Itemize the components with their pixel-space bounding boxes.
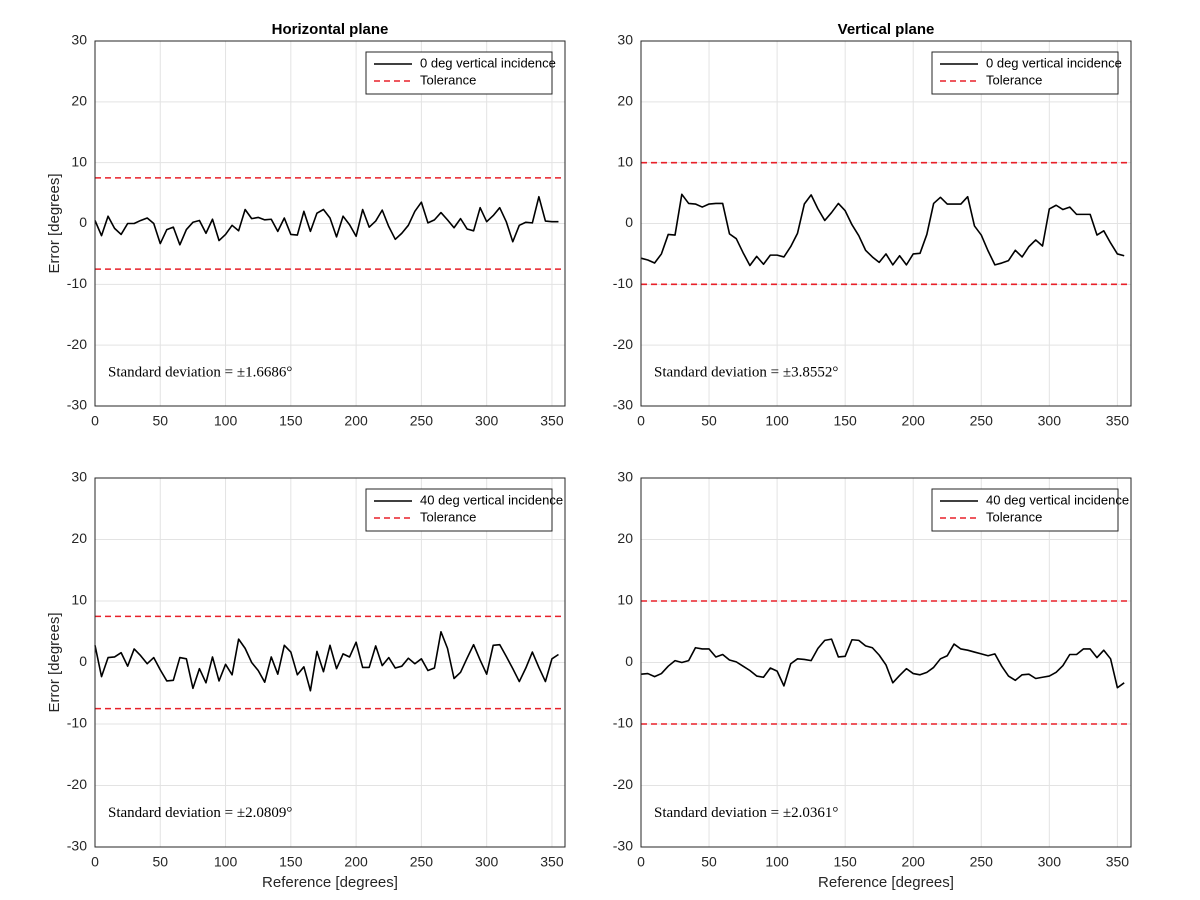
legend-box: [931, 488, 1119, 532]
y-tick-label: -20: [67, 776, 87, 792]
x-tick-label: 300: [1038, 413, 1062, 429]
annotation: Standard deviation = ±2.0809°: [108, 805, 292, 821]
y-tick-label: 10: [71, 592, 87, 608]
y-tick-label: 10: [617, 153, 633, 169]
y-tick-label: -10: [67, 275, 87, 291]
x-tick-label: 50: [701, 413, 717, 429]
data-line: [94, 630, 559, 692]
y-tick-label: -10: [613, 715, 633, 731]
x-tick-label: 0: [637, 854, 645, 870]
x-tick-label: 100: [765, 413, 789, 429]
legend-label: 0 deg vertical incidence: [986, 55, 1122, 70]
data-line: [94, 195, 559, 246]
y-tick-label: -20: [613, 776, 633, 792]
y-tick-label: 0: [79, 653, 87, 669]
x-tick-label: 200: [902, 413, 926, 429]
annotation: Standard deviation = ±1.6686°: [108, 365, 292, 381]
y-tick-label: -10: [67, 715, 87, 731]
chart-title: Horizontal plane: [272, 21, 389, 38]
y-tick-label: 0: [625, 653, 633, 669]
x-tick-label: 350: [540, 854, 564, 870]
x-tick-label: 150: [833, 413, 857, 429]
x-tick-label: 350: [1106, 413, 1130, 429]
annotation: Standard deviation = ±2.0361°: [654, 805, 838, 821]
y-tick-label: -30: [613, 397, 633, 413]
y-tick-label: 30: [71, 469, 87, 485]
x-tick-label: 0: [637, 413, 645, 429]
x-tick-label: 100: [765, 854, 789, 870]
x-tick-label: 50: [701, 854, 717, 870]
y-tick-label: -30: [613, 838, 633, 854]
y-tick-label: 0: [79, 214, 87, 230]
legend-label: Tolerance: [986, 72, 1042, 87]
legend: 0 deg vertical incidence Tolerance: [931, 51, 1122, 95]
x-tick-label: 250: [410, 854, 434, 870]
x-tick-label: 300: [475, 413, 499, 429]
legend-box: [365, 488, 553, 532]
x-tick-label: 300: [1038, 854, 1062, 870]
annotation: Standard deviation = ±3.8552°: [654, 365, 838, 381]
y-tick-label: -30: [67, 838, 87, 854]
y-axis-label: Error [degrees]: [46, 612, 63, 712]
y-tick-label: -10: [613, 275, 633, 291]
y-tick-label: 30: [617, 32, 633, 48]
y-tick-label: -20: [67, 336, 87, 352]
axes-box: [640, 477, 1132, 848]
legend-box: [931, 51, 1119, 95]
x-tick-label: 250: [970, 854, 994, 870]
x-axis-label: Reference [degrees]: [262, 874, 398, 891]
legend-label: Tolerance: [986, 509, 1042, 524]
legend-label: 40 deg vertical incidence: [986, 492, 1129, 507]
legend-label: 40 deg vertical incidence: [420, 492, 563, 507]
y-tick-label: 30: [71, 32, 87, 48]
x-tick-label: 350: [540, 413, 564, 429]
x-tick-label: 150: [833, 854, 857, 870]
x-tick-label: 250: [410, 413, 434, 429]
legend-label: Tolerance: [420, 509, 476, 524]
y-tick-label: 20: [617, 530, 633, 546]
x-tick-label: 50: [152, 413, 168, 429]
x-tick-label: 0: [91, 413, 99, 429]
y-tick-label: 20: [71, 93, 87, 109]
x-tick-label: 0: [91, 854, 99, 870]
y-tick-label: -20: [613, 336, 633, 352]
data-line: [640, 193, 1125, 267]
legend: 40 deg vertical incidence Tolerance: [365, 488, 563, 532]
x-tick-label: 250: [970, 413, 994, 429]
y-tick-label: 20: [617, 93, 633, 109]
y-tick-label: -30: [67, 397, 87, 413]
x-tick-label: 200: [902, 854, 926, 870]
x-tick-label: 100: [214, 854, 238, 870]
x-tick-label: 150: [279, 413, 303, 429]
axes-box: [640, 40, 1132, 407]
legend: 40 deg vertical incidence Tolerance: [931, 488, 1129, 532]
x-axis-label: Reference [degrees]: [818, 874, 954, 891]
axes-box: [94, 477, 566, 848]
y-tick-label: 30: [617, 469, 633, 485]
y-tick-label: 0: [625, 214, 633, 230]
legend-label: 0 deg vertical incidence: [420, 55, 556, 70]
y-tick-label: 10: [617, 592, 633, 608]
legend-label: Tolerance: [420, 72, 476, 87]
chart-title: Vertical plane: [838, 21, 935, 38]
x-tick-label: 100: [214, 413, 238, 429]
x-tick-label: 50: [152, 854, 168, 870]
x-tick-label: 150: [279, 854, 303, 870]
data-line: [640, 638, 1125, 689]
axes-box: [94, 40, 566, 407]
y-tick-label: 10: [71, 153, 87, 169]
legend-box: [365, 51, 553, 95]
y-tick-label: 20: [71, 530, 87, 546]
x-tick-label: 200: [344, 413, 368, 429]
x-tick-label: 300: [475, 854, 499, 870]
y-axis-label: Error [degrees]: [46, 173, 63, 273]
legend: 0 deg vertical incidence Tolerance: [365, 51, 556, 95]
x-tick-label: 200: [344, 854, 368, 870]
x-tick-label: 350: [1106, 854, 1130, 870]
